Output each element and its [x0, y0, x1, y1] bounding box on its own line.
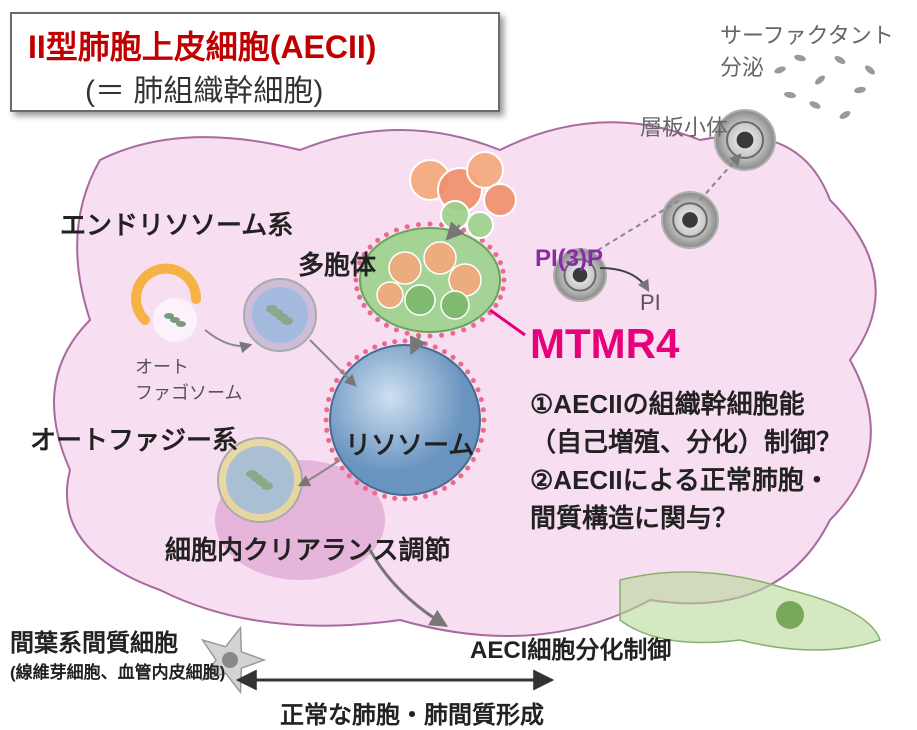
mes-line2: (線維芽細胞、血管内皮細胞) — [10, 658, 225, 683]
label-lysosome: リソソーム — [345, 425, 474, 462]
mes-line1: 間葉系間質細胞 — [10, 623, 225, 658]
label-mvb: 多胞体 — [298, 245, 376, 282]
label-autophagosome-l2: ファゴソーム — [135, 383, 242, 403]
title-line1: II型肺胞上皮細胞(AECII) — [28, 22, 376, 68]
title-line2: (＝ 肺組織幹細胞) — [85, 66, 323, 110]
label-lamellar: 層板小体 — [640, 110, 728, 142]
label-surfactant-l2: 分泌 — [720, 55, 764, 80]
label-mtmr4: MTMR4 — [530, 320, 679, 368]
label-questions: ①AECIIの組織幹細胞能 （自己増殖、分化）制御？ ②AECIIによる正常肺胞… — [530, 385, 842, 537]
q-line1: ①AECIIの組織幹細胞能 — [530, 385, 842, 423]
label-autophagy: オートファジー系 — [30, 420, 238, 457]
label-surfactant-l1: サーファクタント — [720, 23, 894, 48]
label-clearance: 細胞内クリアランス調節 — [165, 530, 450, 567]
q-line4: 間質構造に関与？ — [530, 499, 842, 537]
label-endolysosome: エンドリソソーム系 — [60, 205, 293, 242]
label-surfactant: サーファクタント 分泌 — [720, 18, 894, 82]
label-mesenchyme: 間葉系間質細胞 (線維芽細胞、血管内皮細胞) — [10, 623, 225, 683]
label-pi3p: PI(3)P — [535, 245, 603, 273]
label-aeci: AECI細胞分化制御 — [470, 630, 671, 665]
label-pi: PI — [640, 290, 661, 316]
label-bottom: 正常な肺胞・肺間質形成 — [280, 695, 544, 730]
q-line3: ②AECIIによる正常肺胞・ — [530, 461, 842, 499]
label-autophagosome: オート ファゴソーム — [135, 353, 242, 405]
q-line2: （自己増殖、分化）制御？ — [530, 423, 842, 461]
label-autophagosome-l1: オート — [135, 357, 189, 377]
